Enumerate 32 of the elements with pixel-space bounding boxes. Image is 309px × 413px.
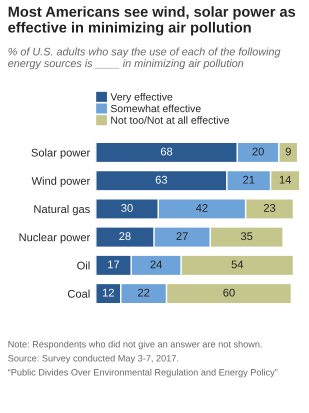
y-tick-label: Solar power — [31, 148, 90, 159]
y-tick-label: Coal — [68, 290, 90, 298]
y-tick-label: Natural gas — [34, 204, 90, 216]
data-label: 60 — [223, 288, 235, 297]
data-label: 42 — [196, 204, 208, 212]
data-label: 30 — [121, 204, 133, 212]
data-label: 24 — [150, 260, 162, 268]
text: Note: Respondents who did not give an answer are not shown. — [8, 340, 262, 350]
chart-title: Most Americans see wind, solar power as effective in minimizing air pollution — [8, 6, 296, 36]
data-label: 23 — [264, 204, 276, 212]
data-label: 22 — [138, 288, 150, 296]
legend-label: Somewhat effective — [110, 104, 201, 112]
legend-label: Very effective — [110, 92, 172, 103]
source-note: Source: Survey conducted May 3-7, 2017. — [8, 354, 178, 364]
data-label: 63 — [156, 176, 168, 184]
data-label: 12 — [102, 288, 114, 296]
y-tick-label: Nuclear power — [20, 233, 90, 244]
data-label: 54 — [232, 260, 244, 268]
chart-subtitle: % of U.S. adults who say the use of each of the following energy sources is ____ in minimizing air pollution — [8, 47, 280, 70]
legend-label: Not too/Not at all effective — [111, 116, 230, 124]
data-label: 28 — [119, 232, 131, 240]
data-label: 9 — [286, 148, 291, 156]
y-tick-label: Oil — [77, 261, 90, 270]
data-label: 14 — [280, 176, 292, 184]
text: “Public Divides Over Environmental Regulation and Energy Policy” — [8, 368, 278, 378]
y-tick-label: Wind power — [32, 176, 90, 188]
data-label: 68 — [160, 148, 172, 156]
data-label: 27 — [176, 232, 188, 240]
data-label: 20 — [252, 148, 264, 156]
data-label: 17 — [108, 260, 120, 268]
data-label: 21 — [243, 176, 254, 184]
data-label: 35 — [240, 232, 252, 240]
